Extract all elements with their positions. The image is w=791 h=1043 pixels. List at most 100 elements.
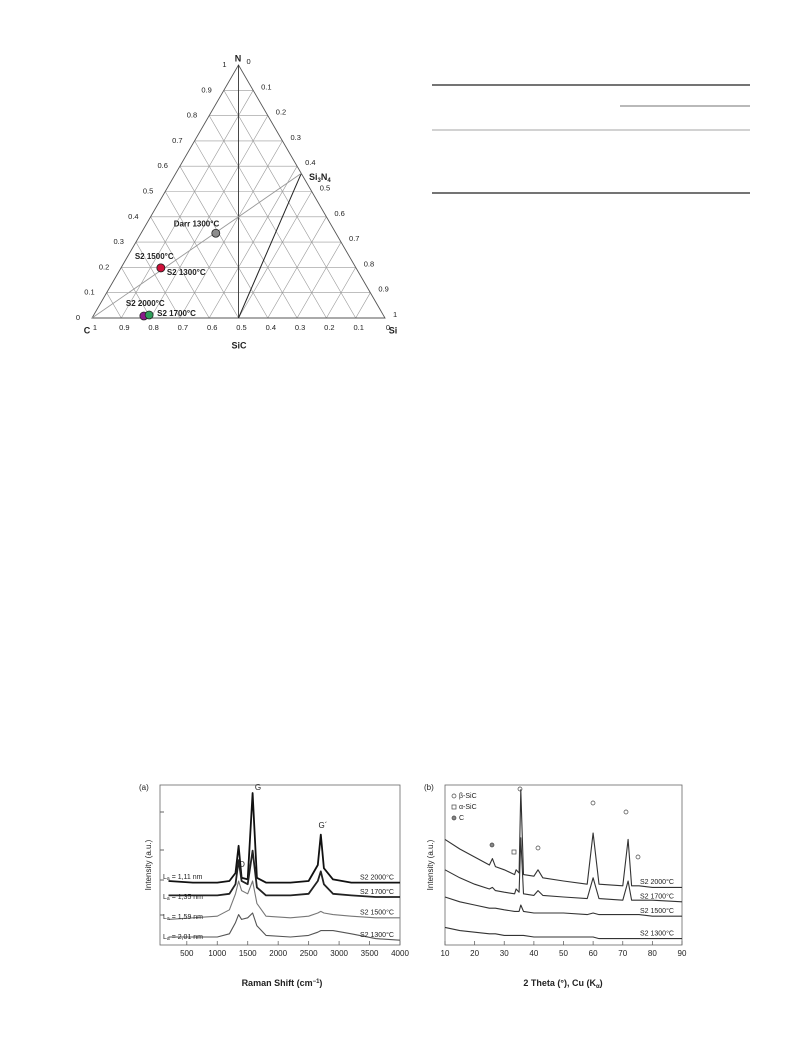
composition-point (156, 263, 166, 273)
ternary-grid (267, 216, 327, 319)
plot-frame (159, 784, 401, 946)
table (432, 84, 750, 194)
tick-label: 0.8 (187, 111, 197, 120)
label-part: 2 Theta (°), Cu (K (523, 978, 596, 988)
series-label: S2 1300°C (640, 929, 674, 937)
x-tick-label: 60 (589, 949, 598, 958)
spectrum-line (168, 912, 401, 941)
tick-label: 0.6 (334, 209, 344, 218)
label-part: ) (600, 978, 603, 988)
tick-label: 0.3 (290, 133, 300, 142)
tick-label: 0.4 (266, 323, 276, 332)
label-part: a (167, 916, 170, 922)
panel-label: (b) (424, 783, 434, 792)
label-part: L (163, 934, 167, 941)
x-tick-label: 30 (500, 949, 509, 958)
series-label: S2 1300°C (360, 931, 394, 939)
legend-symbol (451, 804, 457, 810)
x-tick-label: 70 (618, 949, 627, 958)
label-part: a (167, 936, 170, 942)
x-tick-label: 2500 (300, 949, 318, 958)
ternary-diagram: 0 0 0 0.1 0.1 0.1 0.2 0.2 0.2 0.3 0.3 0.3 0.4 0.4 0.4 0… (76, 57, 397, 332)
legend-symbol (451, 793, 457, 799)
tick-label: 0.6 (207, 323, 217, 332)
peak-symbol (623, 809, 629, 815)
apex-label: C (84, 325, 91, 335)
point-label: S2 1700°C (157, 309, 196, 318)
ternary-grid (296, 241, 342, 319)
peak-symbol (535, 845, 541, 851)
composition-point (144, 310, 154, 320)
tick-label: 0.1 (353, 323, 363, 332)
label-part: 4 (327, 178, 331, 184)
label-part: L (163, 914, 167, 921)
x-tick-label: 40 (529, 949, 538, 958)
tick-label: 0.2 (99, 262, 109, 271)
tie-line (238, 173, 302, 319)
x-axis-label: Raman Shift (cm−1) (242, 978, 323, 988)
tie-line (91, 173, 302, 319)
tick-label: 1 (93, 323, 97, 332)
x-tick-label: 2000 (269, 949, 287, 958)
la-label: La = 2,01 nm (163, 934, 203, 942)
tick-label: 0.8 (148, 323, 158, 332)
tick-label: 1 (222, 60, 226, 69)
y-axis-label: Intensity (a.u.) (144, 839, 153, 890)
label-part: L (163, 894, 167, 901)
peak-label: G (255, 783, 261, 792)
legend-label: β-SiC (459, 793, 477, 800)
ternary-grid (135, 241, 181, 319)
apex-label: N (235, 53, 242, 63)
label-part: L (163, 874, 167, 881)
peak-label: G´ (319, 821, 328, 830)
apex-label: Si (389, 325, 398, 335)
x-tick-label: 1500 (239, 949, 257, 958)
ternary-grid (355, 292, 371, 319)
peak-symbols (489, 786, 641, 860)
tick-label: 0.4 (128, 212, 138, 221)
spectrum-line (444, 837, 683, 903)
ternary-grid (164, 191, 239, 319)
la-label: La = 1,35 nm (163, 894, 203, 902)
tick-label: 0.7 (172, 136, 182, 145)
point-label: S2 1500°C (135, 252, 174, 261)
tick-label: 0.9 (119, 323, 129, 332)
tick-label: 1 (393, 310, 397, 319)
tick-label: 0 (386, 323, 390, 332)
spectrum-line (168, 849, 400, 898)
series-label: S2 1500°C (360, 909, 394, 917)
x-tick-label: 50 (559, 949, 568, 958)
spectrum-line (444, 789, 682, 888)
label-part: = 1,59 nm (172, 914, 203, 921)
x-tick-label: 10 (441, 949, 450, 958)
composition-point (211, 228, 221, 238)
tick-label: 0.2 (324, 323, 334, 332)
legend-label: α-SiC (459, 804, 477, 811)
y-axis-label: Intensity (a.u.) (426, 839, 435, 890)
ternary-grid (179, 140, 283, 319)
ternary-grid (194, 140, 298, 319)
series-label: S2 2000°C (360, 873, 394, 881)
series-label: S2 2000°C (640, 878, 674, 886)
series-label: S2 1700°C (640, 893, 674, 901)
spectrum-line (444, 896, 682, 917)
x-tick-label: 80 (648, 949, 657, 958)
label-part: α (596, 984, 600, 990)
x-tick-label: 20 (470, 949, 479, 958)
yticks-minor (160, 811, 164, 916)
point-label: S2 2000°C (126, 299, 165, 308)
la-label: La = 1,59 nm (163, 914, 203, 922)
label-part: ) (319, 978, 322, 988)
ternary-grid (150, 216, 210, 319)
ternary-grid (238, 191, 313, 319)
series-label: S2 1700°C (360, 888, 394, 896)
tick-label: 0.3 (295, 323, 305, 332)
x-tick-label: 500 (180, 949, 194, 958)
tick-label: 0.6 (157, 161, 167, 170)
x-tick-label: 4000 (391, 949, 409, 958)
peak-symbol (635, 854, 641, 860)
x-tick-label: 1000 (208, 949, 226, 958)
peak-symbol (511, 849, 517, 855)
